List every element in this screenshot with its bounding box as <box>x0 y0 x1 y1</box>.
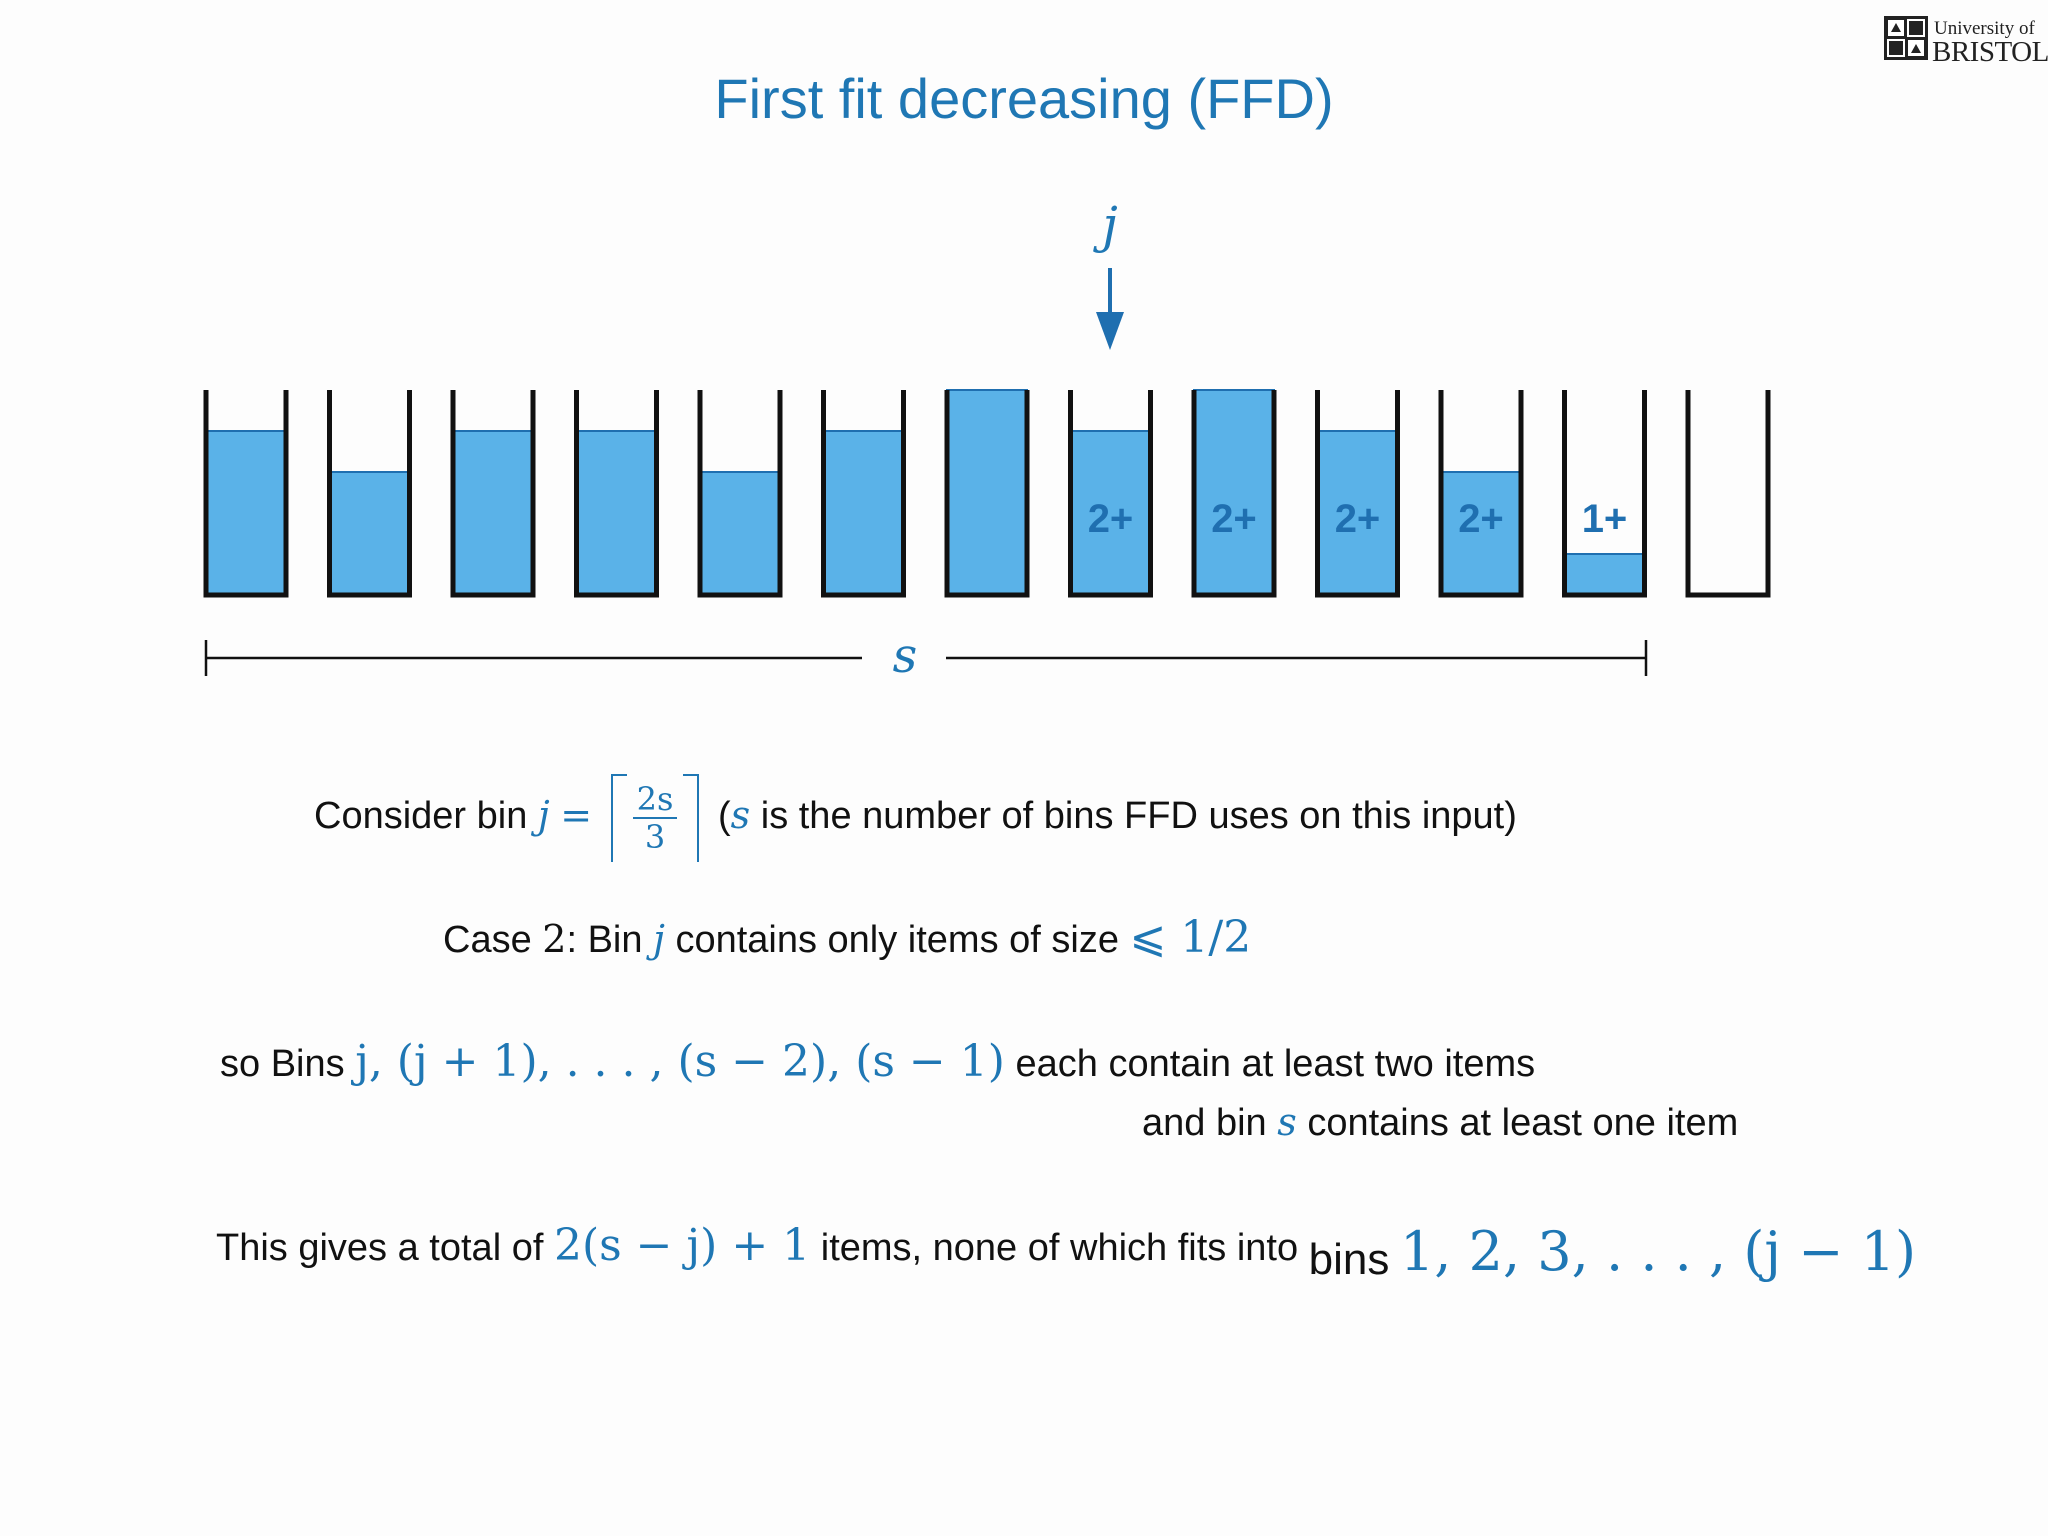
bin-12 <box>1562 390 1647 598</box>
bin-6-fill <box>822 430 905 596</box>
bins-line-prefix: so Bins <box>220 1043 345 1085</box>
case2-suffix: contains only items of size <box>675 919 1119 961</box>
consider-prefix: Consider bin <box>314 795 528 838</box>
bins-group: 2+ 2+ 2+ 2+ 1+ <box>203 389 1771 598</box>
case2-num: 2 <box>542 917 567 961</box>
bins-line-expr: j, (j + 1), . . . , (s − 2), (s − 1) <box>355 1036 1005 1087</box>
bin-s-line: and bin s contains at least one item <box>1142 1100 1738 1145</box>
university-logo: University of BRISTOL <box>1882 14 2048 68</box>
bin-s-suffix: contains at least one item <box>1307 1102 1739 1144</box>
total-bins-expr: 1, 2, 3, . . . , (j − 1) <box>1399 1220 1917 1283</box>
consider-eq: = <box>560 793 593 838</box>
total-mid: items, none of which fits into <box>820 1227 1299 1269</box>
case2-bound: ⩽ 1/2 <box>1129 912 1252 963</box>
bin-10-label: 2+ <box>1335 497 1381 541</box>
bin-4-fill <box>575 430 658 596</box>
bin-10 <box>1315 390 1400 598</box>
bin-12-fill <box>1563 553 1646 596</box>
bin-11-label: 2+ <box>1458 497 1504 541</box>
bin-13 <box>1685 390 1771 598</box>
consider-paren: ( <box>718 795 731 838</box>
total-bins-word: bins <box>1308 1235 1390 1284</box>
fraction-num: 2s <box>632 781 678 819</box>
bin-8-label: 2+ <box>1088 497 1134 541</box>
bin-3 <box>450 390 536 598</box>
consider-var: j <box>537 793 550 838</box>
pointer-label: j <box>1092 196 1118 254</box>
bin-11 <box>1438 390 1524 598</box>
case2-line: Case 2: Bin j contains only items of siz… <box>443 912 1251 963</box>
bin-10-fill <box>1316 430 1399 596</box>
crest-icon <box>1884 16 1928 60</box>
bin-1-fill <box>205 430 287 596</box>
bins-line-suffix: each contain at least two items <box>1015 1043 1536 1085</box>
bin-7-fill <box>946 389 1028 596</box>
bin-6 <box>821 390 906 598</box>
bin-12-label: 1+ <box>1582 497 1628 541</box>
bin-2 <box>327 390 412 598</box>
bin-9-label: 2+ <box>1211 497 1257 541</box>
bins-line: so Bins j, (j + 1), . . . , (s − 2), (s … <box>220 1036 1535 1087</box>
total-line: This gives a total of 2(s − j) + 1 items… <box>216 1210 1916 1284</box>
logo-line2: BRISTOL <box>1932 36 2048 68</box>
pointer-arrow-head <box>1096 312 1124 350</box>
ceil-left <box>610 774 627 862</box>
ceil-right <box>683 774 700 862</box>
bin-s-var: s <box>1277 1100 1297 1144</box>
consider-line: Consider bin j = 2s 3 (s is the number of… <box>314 774 1517 862</box>
bin-4 <box>574 390 659 598</box>
bin-8 <box>1068 390 1153 598</box>
case2-var: j <box>653 917 665 961</box>
consider-suffix: is the number of bins FFD uses on this i… <box>760 795 1517 838</box>
span-label: s <box>893 628 918 684</box>
total-prefix: This gives a total of <box>216 1227 544 1269</box>
bin-5-fill <box>699 471 781 596</box>
bin-diagram: j 2+ 2+ 2+ 2+ 1+ s <box>203 196 1771 684</box>
bin-9 <box>1191 390 1277 598</box>
slide-title: First fit decreasing (FFD) <box>714 67 1334 130</box>
bin-s-prefix: and bin <box>1142 1102 1267 1144</box>
fraction-den: 3 <box>644 818 666 856</box>
bin-9-fill <box>1193 389 1275 596</box>
bin-3-fill <box>452 430 534 596</box>
bin-2-fill <box>328 471 411 596</box>
case2-prefix: Case <box>443 919 532 961</box>
bin-7 <box>944 390 1030 598</box>
bin-1 <box>203 390 289 598</box>
consider-paren-var: s <box>730 793 751 838</box>
case2-mid: : Bin <box>566 919 643 961</box>
logo-line1: University of <box>1934 18 2035 39</box>
fraction: 2s 3 <box>632 781 678 856</box>
total-expr: 2(s − j) + 1 <box>553 1220 811 1271</box>
bin-5 <box>697 390 783 598</box>
